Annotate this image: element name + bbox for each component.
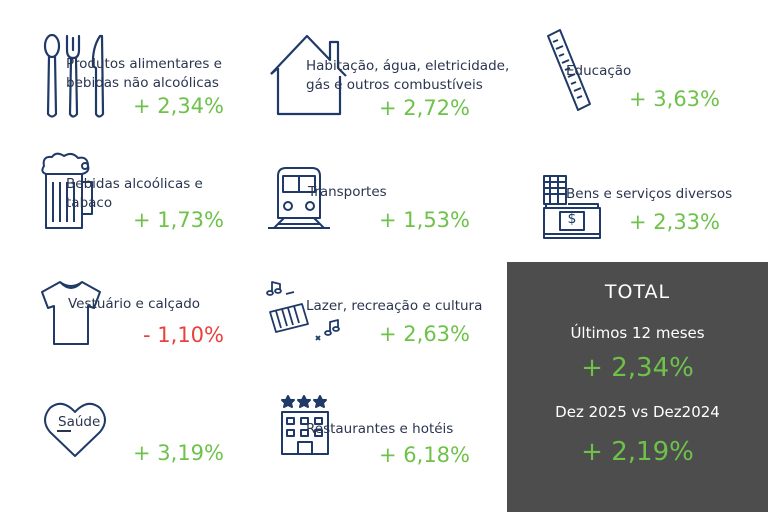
label-education: Educação (566, 63, 632, 79)
value-misc: + 2,33% (629, 210, 720, 234)
tshirt-icon (38, 278, 104, 348)
label-transport: Transportes (308, 184, 387, 200)
value-leisure: + 2,63% (379, 322, 470, 346)
label-health: Saúde (58, 414, 101, 430)
heart-icon (42, 398, 108, 460)
period1-label: Últimos 12 meses (570, 324, 705, 342)
cutlery-icon (40, 34, 112, 120)
label-leisure: Lazer, recreação e cultura (306, 298, 483, 314)
label-clothing: Vestuário e calçado (68, 296, 201, 312)
house-icon (268, 32, 350, 120)
cash-register-icon: $ (540, 168, 604, 242)
period2-label: Dez 2025 vs Dez2024 (555, 403, 720, 421)
label-restaurants: Restaurantes e hotéis (306, 421, 454, 437)
value-food: + 2,34% (133, 94, 224, 118)
label-alcohol: Bebidas alcoólicas e tabaco (66, 176, 203, 211)
health-underline (57, 430, 71, 432)
period2-value: + 2,19% (581, 437, 694, 467)
value-housing: + 2,72% (379, 96, 470, 120)
total-title: TOTAL (604, 281, 671, 303)
dollar-sign: $ (567, 211, 577, 227)
ruler-icon (544, 28, 594, 114)
hotel-icon (276, 394, 336, 458)
value-education: + 3,63% (629, 87, 720, 111)
beer-mug-icon (38, 152, 98, 234)
label-housing: Habitação, água, eletricidade, gás e outr… (306, 58, 510, 93)
total-panel: TOTAL Últimos 12 meses + 2,34% Dez 2025 … (507, 262, 768, 512)
label-food: Produtos alimentares e bebidas não alcoól… (66, 56, 222, 91)
train-icon (266, 164, 332, 234)
label-misc: Bens e serviços diversos (566, 186, 733, 202)
keyboard-music-icon (264, 280, 344, 352)
value-health: + 3,19% (133, 441, 224, 465)
period1-value: + 2,34% (581, 353, 694, 383)
value-restaurants: + 6,18% (379, 443, 470, 467)
value-clothing: - 1,10% (143, 323, 224, 347)
value-alcohol: + 1,73% (133, 208, 224, 232)
value-transport: + 1,53% (379, 208, 470, 232)
